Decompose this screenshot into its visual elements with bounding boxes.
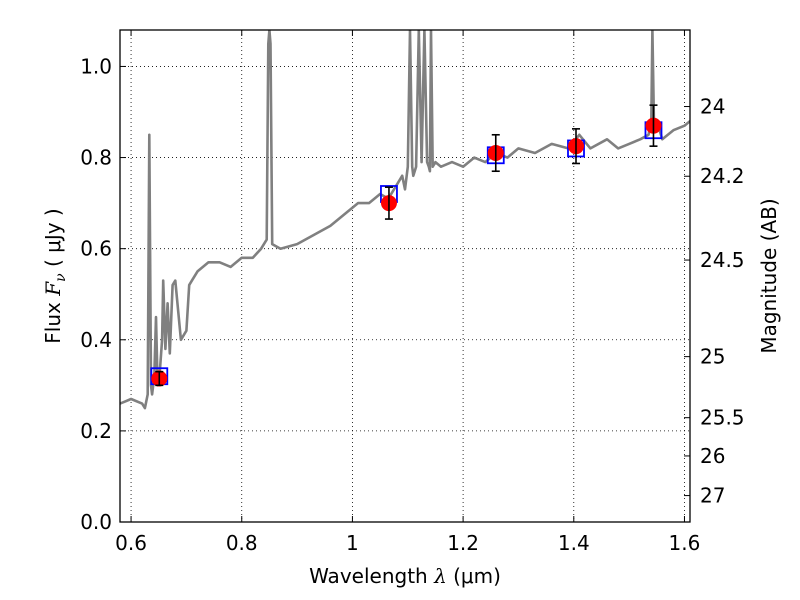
y2-axis-ticks: 24 24.2 24.5 25 25.5 26 27 <box>684 95 745 508</box>
y2-tick-label: 27 <box>700 484 725 508</box>
y2-tick-label: 24 <box>700 95 725 119</box>
x-tick-label: 0.6 <box>115 531 147 555</box>
y2-tick-label: 24.2 <box>700 164 745 188</box>
y-tick-label: 0.2 <box>80 419 112 443</box>
y2-tick-label: 25.5 <box>700 406 745 430</box>
observed-photometry <box>151 104 662 387</box>
x-axis-label: Wavelength λ (μm) <box>309 564 501 588</box>
y-axis-label: Flux Fν ( μJy ) <box>41 208 69 343</box>
x-tick-label: 1.4 <box>558 531 590 555</box>
y2-tick-label: 26 <box>700 444 725 468</box>
y-tick-label: 0.0 <box>80 510 112 534</box>
x-tick-label: 1 <box>346 531 359 555</box>
y-tick-label: 0.6 <box>80 237 112 261</box>
y2-tick-label: 24.5 <box>700 248 745 272</box>
x-tick-label: 0.8 <box>226 531 258 555</box>
x-axis-ticks: 0.6 0.8 1 1.2 1.4 1.6 <box>115 30 700 555</box>
x-tick-label: 1.6 <box>669 531 701 555</box>
y-tick-label: 1.0 <box>80 54 112 78</box>
y-tick-label: 0.4 <box>80 328 112 352</box>
y-tick-label: 0.8 <box>80 146 112 170</box>
y2-axis-label: Magnitude (AB) <box>757 198 781 353</box>
y-axis-ticks: 0.0 0.2 0.4 0.6 0.8 1.0 <box>80 54 126 534</box>
plot-frame <box>119 29 691 523</box>
y2-tick-label: 25 <box>700 345 725 369</box>
x-tick-label: 1.2 <box>447 531 479 555</box>
